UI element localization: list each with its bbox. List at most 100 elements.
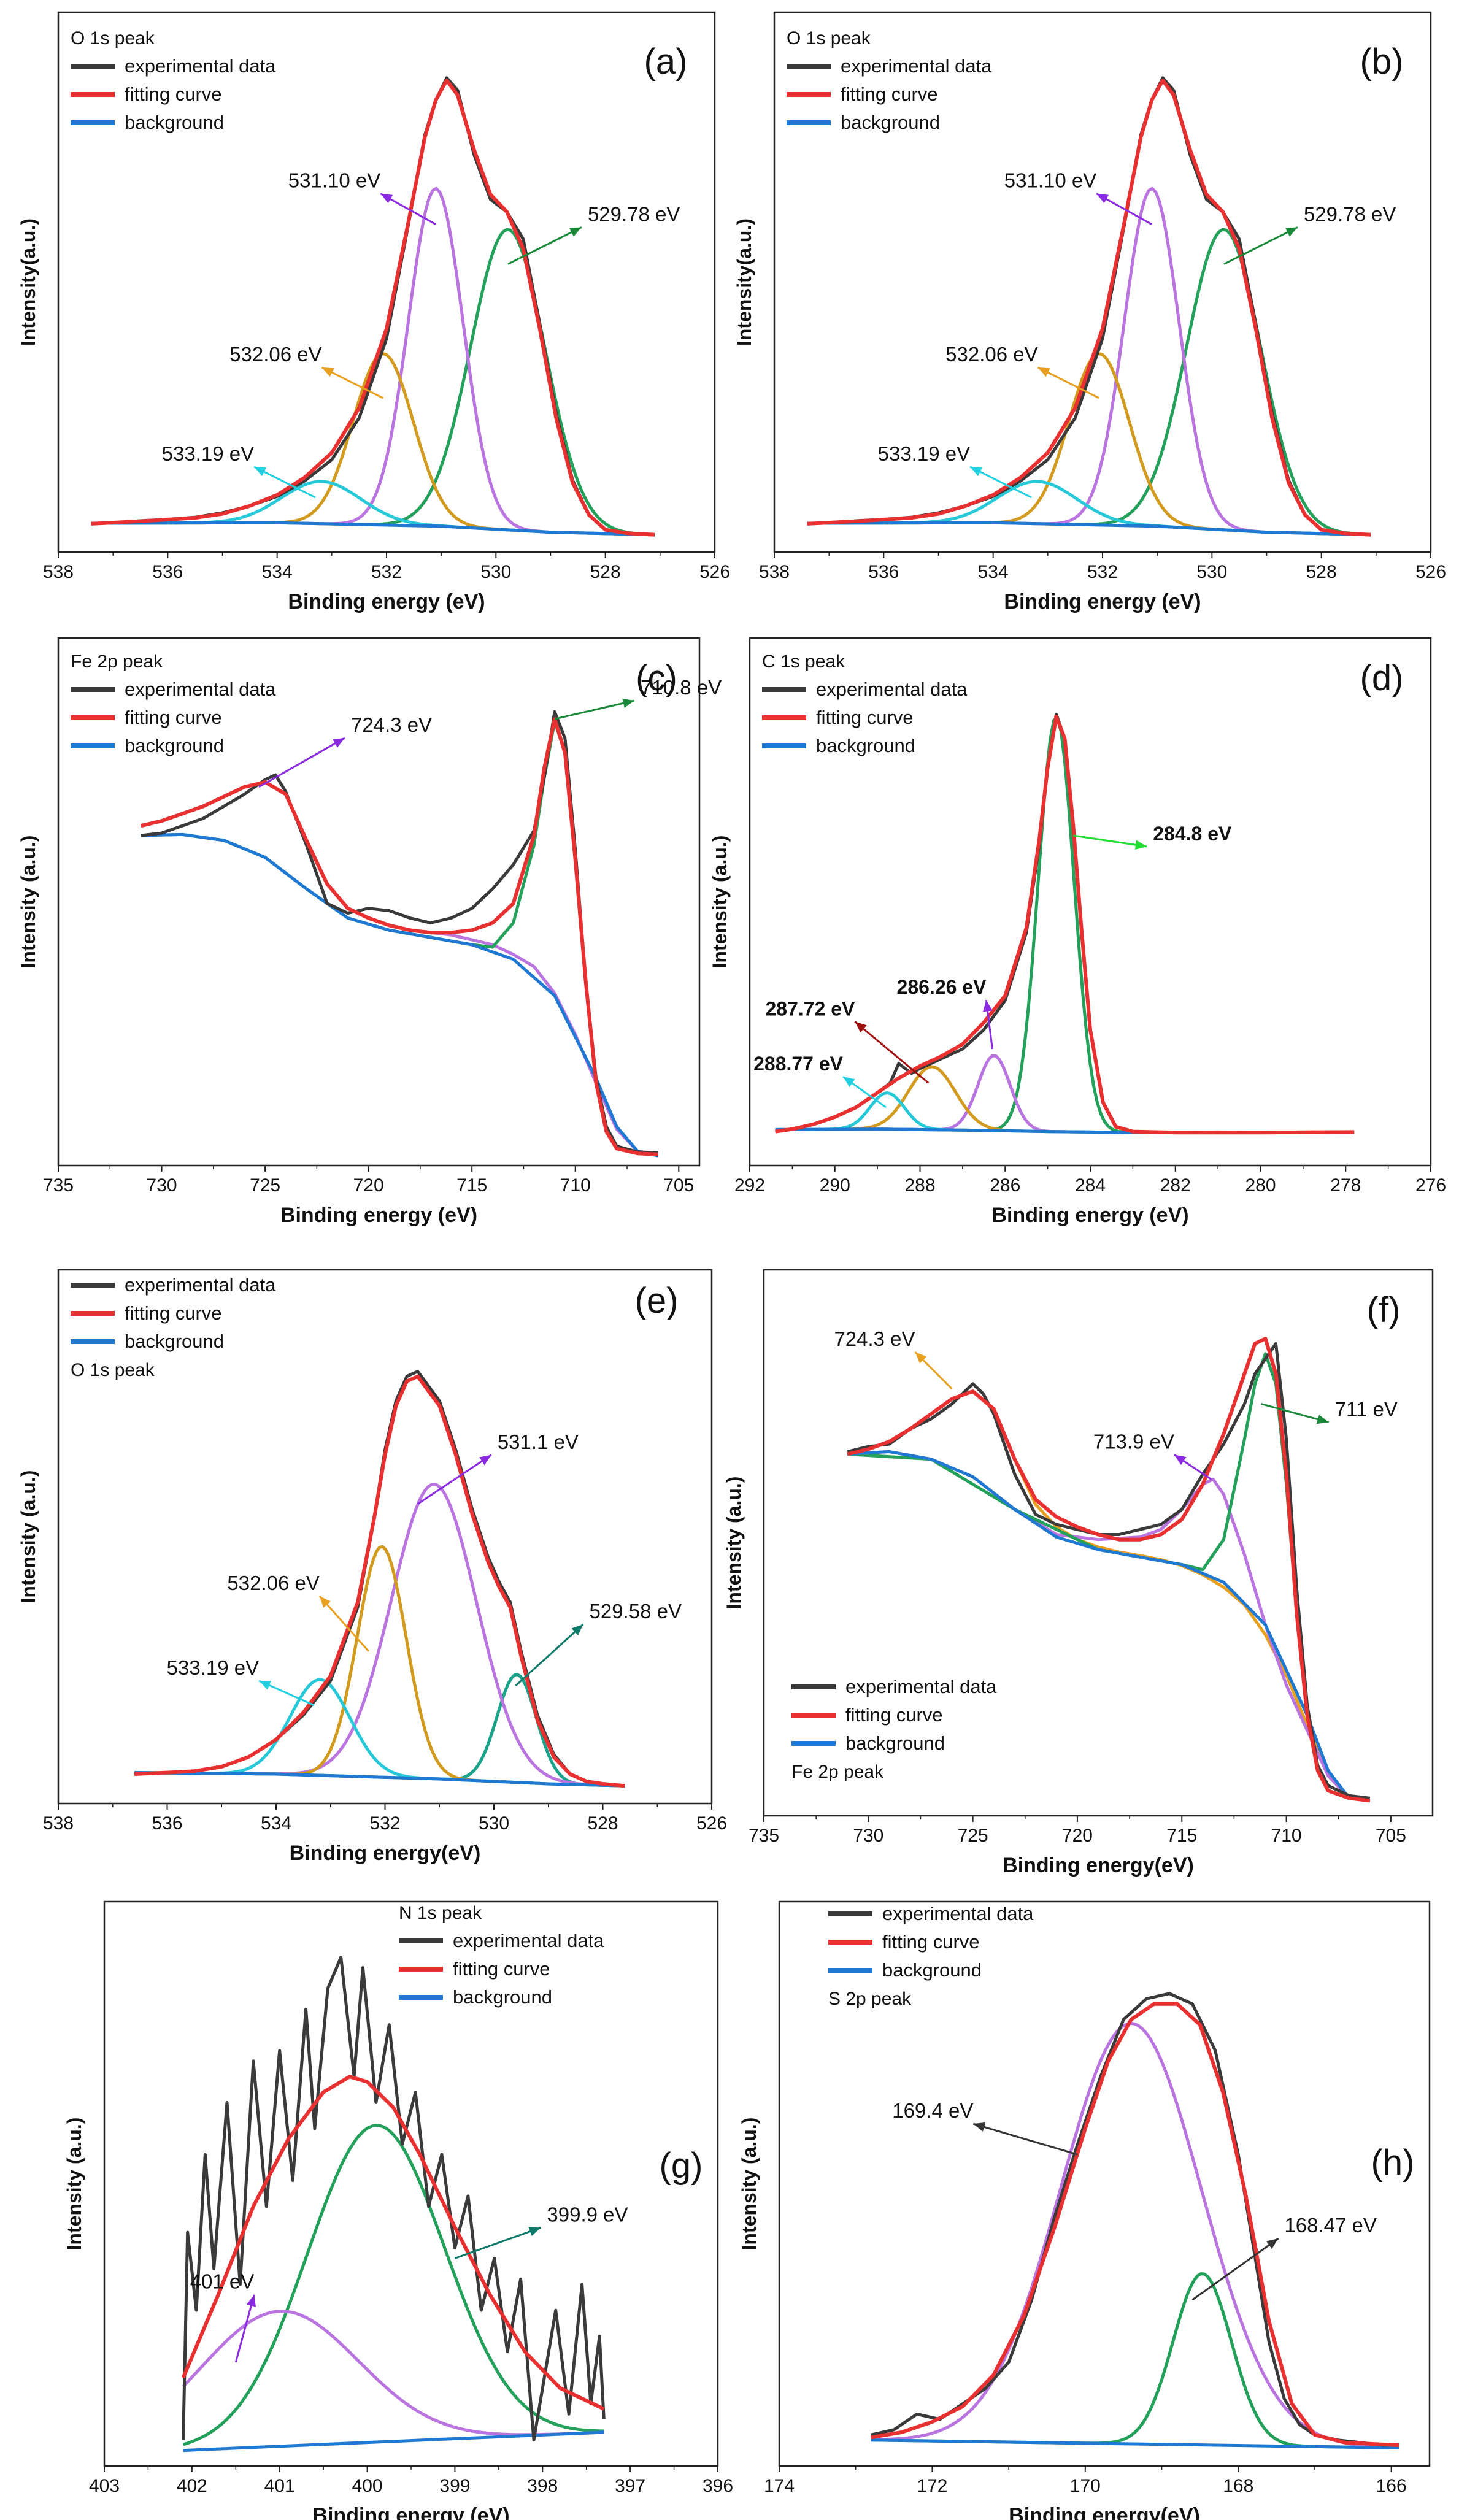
annotation-arrowhead	[1174, 1454, 1187, 1466]
peak-title: Fe 2p peak	[71, 651, 163, 672]
annotation-arrowhead	[915, 1352, 927, 1364]
peak-annotation: 713.9 eV	[1093, 1430, 1174, 1453]
x-tick-label: 282	[1160, 1175, 1191, 1196]
x-tick-label: 397	[615, 2476, 645, 2496]
legend-entry: experimental data	[841, 55, 992, 77]
panel-h-s2p-chart: 174 172 170 168 166 Binding energy(eV) Intensi…	[738, 1900, 1431, 2520]
annotation-arrowhead	[528, 2227, 541, 2236]
x-tick-label: 292	[734, 1175, 765, 1196]
annotation-arrow-line	[417, 1454, 492, 1505]
peak-annotation: 529.58 eV	[590, 1600, 682, 1623]
legend-entry: fitting curve	[816, 707, 914, 728]
component-envelope	[141, 780, 659, 1157]
legend-entry: fitting curve	[453, 1958, 550, 1980]
plot-area	[775, 712, 1355, 1135]
x-tick-label: 402	[177, 2476, 207, 2496]
peak-title: Fe 2p peak	[791, 1762, 884, 1782]
annotation-arrow-line	[507, 226, 582, 265]
x-tick-label: 526	[699, 562, 730, 582]
annotation-arrow-line	[454, 2227, 541, 2259]
annotation-arrow-line	[258, 737, 345, 788]
annotation-arrow-line	[969, 466, 1032, 499]
y-axis-label: Intensity (a.u.)	[17, 836, 39, 969]
peak-annotation: 532.06 eV	[227, 1572, 319, 1594]
x-tick-label: 720	[353, 1175, 384, 1196]
x-tick-label: 398	[527, 2476, 558, 2496]
fitting-curve-line	[91, 78, 655, 537]
x-tick-label: 705	[663, 1175, 694, 1196]
panel-label: (a)	[644, 42, 688, 82]
x-tick-label: 278	[1330, 1175, 1361, 1196]
component-peak	[807, 480, 1371, 537]
x-tick-label: 710	[1271, 1826, 1302, 1846]
component-peak	[134, 1483, 625, 1788]
x-tick-label: 536	[152, 562, 183, 582]
x-tick-label: 401	[264, 2476, 295, 2496]
x-tick-label: 528	[590, 562, 621, 582]
legend-entry: fitting curve	[841, 83, 938, 105]
annotation-arrowhead	[1037, 367, 1050, 377]
x-tick-label: 538	[43, 1813, 74, 1834]
background-line	[847, 1450, 1371, 1802]
panel-c-fe2p-chart: 735 730 725 720 715 710 705 Binding energy (eV)…	[17, 637, 722, 1227]
annotation-arrowhead	[973, 2122, 986, 2132]
annotation-arrow-line	[1191, 2237, 1279, 2301]
peak-annotation: 724.3 eV	[834, 1327, 915, 1350]
x-tick-label: 725	[958, 1826, 988, 1846]
x-tick-label: 536	[868, 562, 899, 582]
x-tick-label: 532	[369, 1813, 400, 1834]
legend-entry: background	[125, 735, 224, 756]
component-peak	[91, 480, 655, 537]
x-axis-label: Binding energy (eV)	[288, 590, 485, 613]
background-line	[134, 1771, 625, 1788]
annotation-arrow-line	[1073, 834, 1147, 848]
x-tick-label: 730	[147, 1175, 177, 1196]
peak-annotation: 710.8 eV	[641, 676, 722, 699]
x-tick-label: 705	[1376, 1826, 1406, 1846]
annotation-arrowhead	[622, 698, 635, 708]
annotation-arrowhead	[380, 193, 393, 204]
peak-title: S 2p peak	[828, 1989, 912, 2009]
annotation-arrow-line	[1261, 1403, 1330, 1424]
legend-entry: fitting curve	[882, 1931, 980, 1953]
plot-area	[181, 1956, 606, 2453]
x-tick-label: 534	[261, 1813, 291, 1834]
background-line	[807, 521, 1371, 537]
legend-entry: experimental data	[125, 1274, 276, 1296]
legend-entry: experimental data	[882, 1903, 1034, 1924]
x-tick-label: 715	[456, 1175, 487, 1196]
x-tick-label: 403	[89, 2476, 120, 2496]
x-tick-label: 528	[1306, 562, 1337, 582]
panel-a-o1s-chart: 538 536 534 532 530 528 526 Binding energy (eV)…	[17, 11, 730, 613]
legend-entry: background	[841, 112, 940, 133]
panel-label: (d)	[1360, 658, 1404, 698]
annotation-arrow-line	[854, 1021, 930, 1084]
annotation-arrow-line	[321, 366, 384, 399]
x-tick-label: 530	[479, 1813, 509, 1834]
x-tick-label: 526	[696, 1813, 727, 1834]
x-tick-label: 288	[904, 1175, 935, 1196]
panel-f-fe2p-chart: 735 730 725 720 715 710 705 Binding energy(eV) I…	[723, 1269, 1434, 1877]
x-tick-label: 534	[978, 562, 1009, 582]
panel-e-o1s-chart: 538 536 534 532 530 528 526 Binding energy(eV) I…	[17, 1269, 727, 1865]
x-tick-label: 168	[1223, 2476, 1253, 2496]
plot-area	[847, 1337, 1371, 1803]
plot-frame	[763, 1269, 1434, 1817]
peak-annotation: 399.9 eV	[547, 2203, 628, 2226]
x-tick-label: 528	[587, 1813, 618, 1834]
x-tick-label: 280	[1245, 1175, 1276, 1196]
peak-annotation: 531.1 eV	[498, 1431, 579, 1453]
plot-frame	[57, 637, 701, 1167]
peak-annotation: 711 eV	[1335, 1398, 1398, 1421]
y-axis-label: Intensity(a.u.)	[17, 218, 39, 346]
panel-label: (c)	[636, 658, 677, 698]
annotation-arrow-line	[554, 699, 635, 720]
component-peak	[775, 716, 1355, 1134]
annotation-arrow-line	[1037, 366, 1100, 399]
legend-entry: fitting curve	[125, 1302, 222, 1324]
plot-area	[141, 710, 659, 1158]
x-tick-label: 530	[480, 562, 511, 582]
peak-title: O 1s peak	[71, 1360, 155, 1380]
x-axis-label: Binding energy (eV)	[991, 1204, 1188, 1227]
plot-frame	[103, 1900, 719, 2467]
